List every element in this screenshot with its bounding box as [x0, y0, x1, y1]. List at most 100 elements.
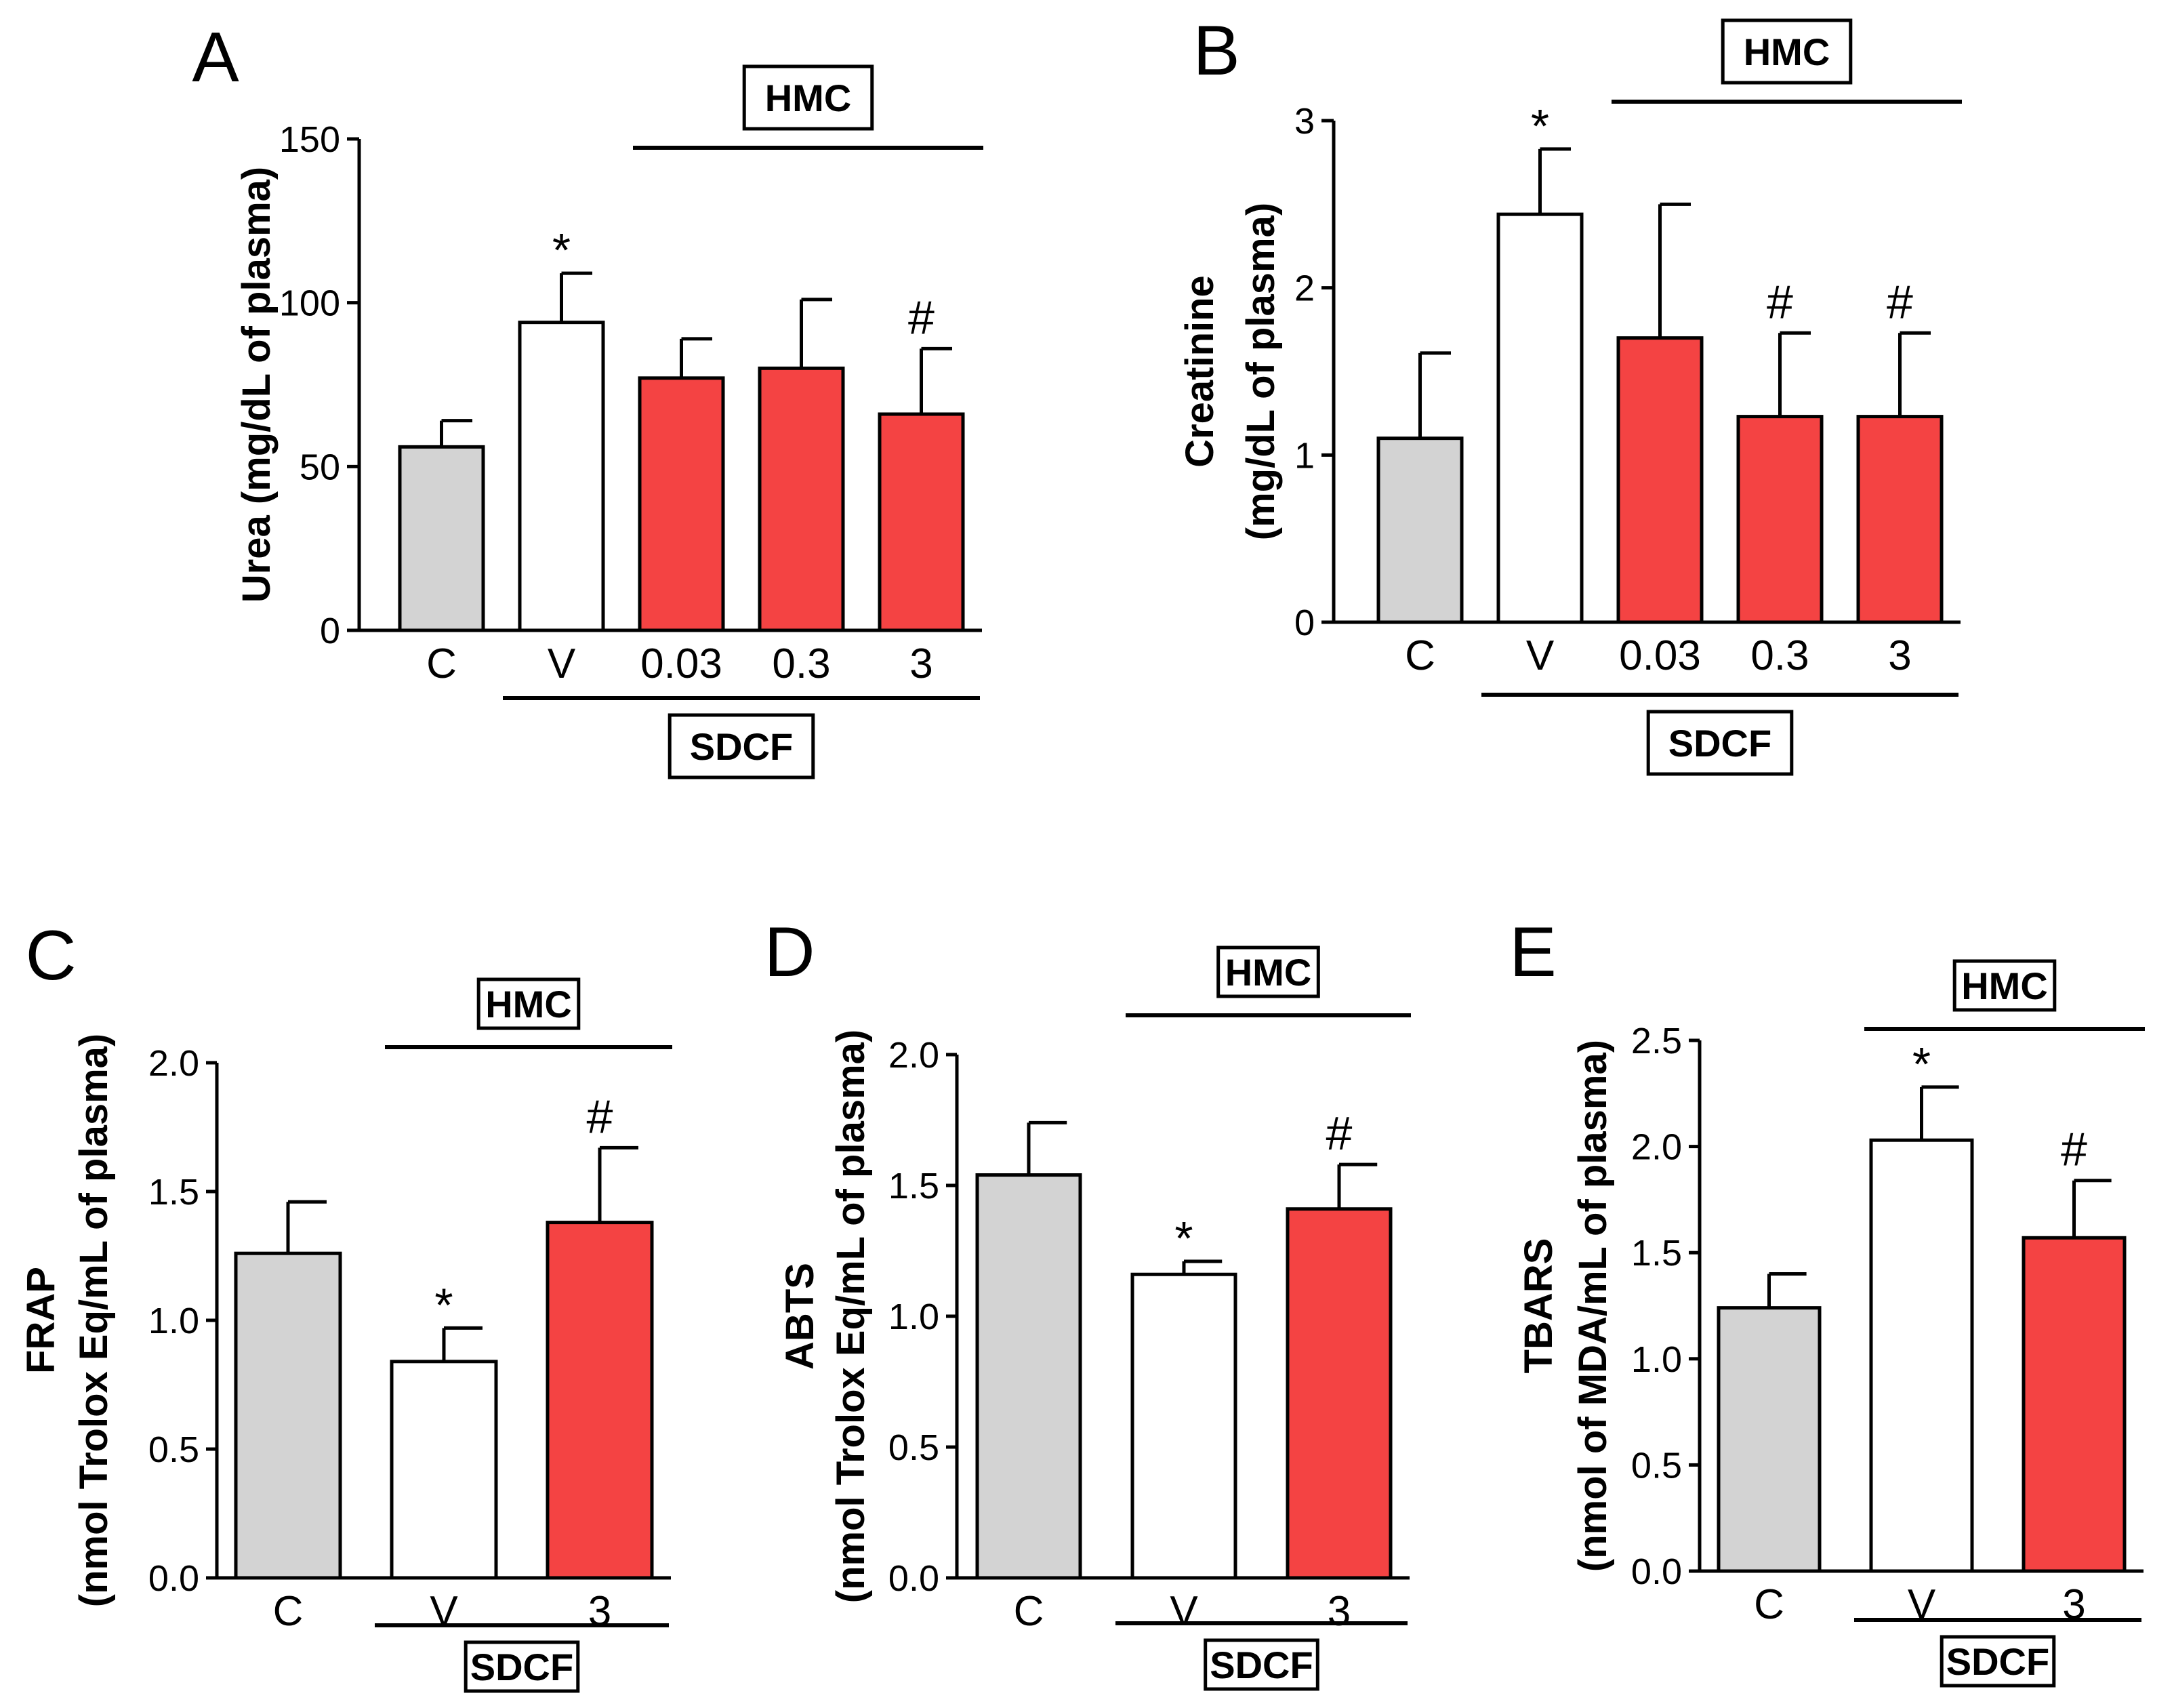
category-label: C: [1405, 632, 1435, 679]
y-tick-label: 0.5: [148, 1429, 199, 1470]
category-label: 0.03: [1619, 632, 1701, 679]
significance-star: *: [434, 1278, 453, 1331]
hmc-label-box: [1216, 946, 1320, 998]
significance-hash: #: [1887, 275, 1913, 328]
y-tick-label: 1: [1294, 435, 1315, 476]
hmc-label-box: [742, 64, 874, 131]
category-label: V: [1170, 1588, 1198, 1635]
significance-hash: #: [2061, 1123, 2087, 1176]
sdcf-label-box: [1204, 1638, 1319, 1691]
hmc-label: HMC: [1744, 30, 1830, 73]
y-axis-label: (mg/dL of plasma): [1239, 203, 1283, 540]
y-tick-label: 50: [300, 447, 340, 487]
y-axis-label: (nmol Trolox Eq/mL of plasma): [829, 1030, 873, 1603]
y-tick-label: 0.0: [888, 1558, 939, 1599]
significance-star: *: [1912, 1038, 1931, 1091]
panel-letter: E: [1509, 913, 1556, 992]
category-label: C: [273, 1588, 304, 1635]
bar-3: [1286, 1207, 1393, 1580]
y-tick-label: 0: [1294, 603, 1315, 643]
category-label: V: [548, 640, 576, 687]
category-label: C: [1754, 1581, 1784, 1628]
y-tick-label: 150: [279, 119, 340, 160]
y-tick-label: 100: [279, 283, 340, 324]
y-tick-label: 3: [1294, 101, 1315, 142]
significance-star: *: [1531, 100, 1549, 152]
bar-3: [546, 1221, 654, 1580]
significance-star: *: [1174, 1212, 1193, 1265]
category-label: C: [426, 640, 457, 687]
panel-c: C 0.0 0.5 1.0 1.5 2.0 FRAP (nmol Trolox Eq/mL o…: [19, 916, 672, 1693]
y-axis-label: TBARS: [1517, 1238, 1561, 1374]
bar-0.03: [1616, 336, 1704, 624]
panel-letter: A: [192, 18, 239, 97]
category-label: 0.3: [1750, 632, 1809, 679]
panel-letter: C: [25, 916, 76, 995]
category-label: 3: [909, 640, 932, 687]
panel-b: B 0 1 2 3 Creatinine (mg/dL of plasma) C * V 0.03 #…: [1178, 12, 1962, 776]
bar-c: [398, 445, 485, 632]
bar-v: [1869, 1138, 1974, 1573]
bar-v: [518, 321, 605, 632]
category-label: 3: [1328, 1588, 1351, 1635]
sdcf-label: SDCF: [1210, 1644, 1313, 1686]
y-tick-label: 0.5: [888, 1427, 939, 1468]
significance-hash: #: [908, 291, 935, 344]
significance-hash: #: [1767, 275, 1793, 328]
bar-3: [2022, 1236, 2127, 1573]
y-axis-label: (nmol of MDA/mL of plasma): [1571, 1040, 1615, 1572]
sdcf-label: SDCF: [1946, 1640, 2049, 1683]
y-axis-label: Creatinine: [1178, 275, 1222, 468]
hmc-label-box: [476, 977, 581, 1030]
category-label: V: [430, 1588, 458, 1635]
y-tick-label: 1.0: [148, 1301, 199, 1341]
y-tick-label: 2.0: [1631, 1127, 1682, 1168]
panel-letter: D: [764, 913, 815, 992]
sdcf-label: SDCF: [1668, 722, 1771, 765]
bar-v: [390, 1360, 498, 1580]
bar-0.3: [1736, 415, 1824, 624]
sdcf-label: SDCF: [690, 725, 793, 768]
sdcf-label-box: [1940, 1635, 2056, 1688]
category-label: C: [1014, 1588, 1044, 1635]
y-tick-label: 2: [1294, 268, 1315, 309]
bar-3: [878, 412, 965, 632]
y-tick-label: 0: [320, 611, 340, 651]
sdcf-label-box: [464, 1640, 580, 1693]
y-tick-label: 1.0: [1631, 1339, 1682, 1380]
y-tick-label: 1.5: [1631, 1233, 1682, 1274]
y-tick-label: 0.5: [1631, 1445, 1682, 1486]
y-tick-label: 2.0: [888, 1035, 939, 1076]
y-tick-label: 0.0: [1631, 1551, 1682, 1592]
significance-hash: #: [587, 1090, 613, 1143]
sdcf-label-box: [1646, 710, 1794, 776]
y-axis-label: (nmol Trolox Eq/mL of plasma): [72, 1034, 116, 1607]
sdcf-label: SDCF: [470, 1646, 573, 1688]
hmc-label: HMC: [485, 983, 572, 1025]
y-axis-label: ABTS: [778, 1263, 822, 1370]
y-tick-label: 2.0: [148, 1043, 199, 1084]
y-tick-label: 1.0: [888, 1297, 939, 1337]
significance-hash: #: [1326, 1107, 1353, 1160]
bar-0.03: [638, 376, 725, 632]
hmc-label-box: [1721, 18, 1853, 85]
significance-star: *: [552, 224, 571, 277]
category-label: 3: [588, 1588, 611, 1635]
hmc-label-box: [1952, 959, 2057, 1012]
y-tick-label: 1.5: [888, 1166, 939, 1206]
hmc-label: HMC: [765, 77, 852, 119]
hmc-label: HMC: [1961, 964, 2048, 1007]
sdcf-label-box: [668, 713, 815, 779]
category-label: V: [1526, 632, 1555, 679]
panel-letter: B: [1193, 12, 1239, 90]
y-axis-label: FRAP: [19, 1267, 63, 1374]
y-axis-label: Urea (mg/dL of plasma): [234, 167, 279, 603]
bar-c: [975, 1173, 1082, 1580]
bar-3: [1856, 415, 1944, 624]
panel-e: E 0.0 0.5 1.0 1.5 2.0 2.5 TBARS (nmol of MDA/mL …: [1509, 913, 2145, 1688]
y-tick-label: 0.0: [148, 1558, 199, 1599]
bar-v: [1496, 212, 1584, 624]
y-tick-label: 1.5: [148, 1172, 199, 1213]
